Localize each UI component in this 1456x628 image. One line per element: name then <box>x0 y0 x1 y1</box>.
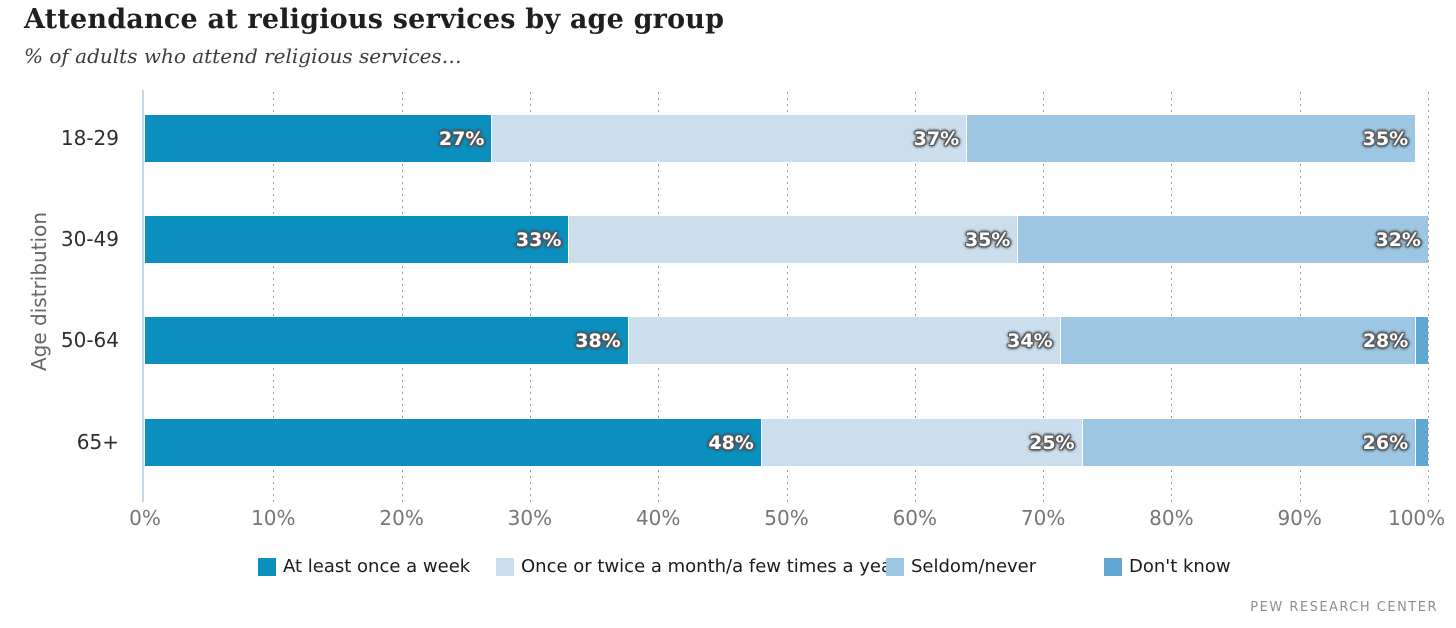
bar-value-label: 26% <box>1362 431 1409 454</box>
x-tick-label-30: 30% <box>507 506 553 530</box>
x-tick-label-60: 60% <box>892 506 938 530</box>
x-tick-label-90: 90% <box>1277 506 1322 530</box>
gridline-100 <box>1428 92 1429 502</box>
bar-value-label: 34% <box>1007 329 1053 352</box>
bar-row-18-29: 27% 37% 35% <box>145 115 1428 162</box>
bar-row-65+: 48% 25% 26% <box>145 419 1428 466</box>
bar-value-label: 32% <box>1375 228 1421 251</box>
category-label-65+: 65+ <box>76 430 119 454</box>
bar-value-label: 48% <box>708 431 754 454</box>
gridline-50 <box>786 92 788 502</box>
legend-item-3[interactable]: Seldom/never <box>886 556 1036 577</box>
category-label-30-49: 30-49 <box>60 227 119 251</box>
source-credit: PEW RESEARCH CENTER <box>1250 600 1438 615</box>
legend-swatch-icon <box>496 557 514 576</box>
legend-label: At least once a week <box>283 556 471 577</box>
bar-segment: 32% <box>1017 216 1428 263</box>
x-tick-label-50: 50% <box>764 506 809 530</box>
gridline-60 <box>914 92 916 502</box>
category-label-50-64: 50-64 <box>60 328 119 352</box>
gridline-10 <box>273 92 275 502</box>
bar-value-label: 38% <box>575 329 621 352</box>
bar-segment: 35% <box>568 216 1018 263</box>
legend-swatch-icon <box>886 557 904 576</box>
bar-segment: 27% <box>145 115 492 162</box>
plot-area: 27% 37% 35% 33% 35% 32% 38% 34% 28% 48% 25% 26% <box>142 90 1429 502</box>
bar-segment: 48% <box>145 419 761 466</box>
x-tick-label-10: 10% <box>251 506 296 530</box>
x-tick-label-40: 40% <box>635 506 681 530</box>
x-tick-label-80: 80% <box>1149 506 1194 530</box>
x-axis-tick-labels: 0% 10% 20% 30% 40% 50% 60% 70% 80% 90% 100% <box>129 506 1445 532</box>
legend-item-2[interactable]: Once or twice a month/a few times a year <box>496 556 899 577</box>
bar-segment: 35% <box>966 115 1416 162</box>
bar-segment <box>1415 317 1428 364</box>
gridline-40 <box>658 92 660 502</box>
x-tick-label-70: 70% <box>1020 506 1066 530</box>
gridline-20 <box>401 92 403 502</box>
category-axis-labels: 18-29 30-49 50-64 65+ <box>0 92 131 490</box>
x-tick-label-0: 0% <box>129 506 161 530</box>
bar-value-label: 35% <box>964 228 1011 251</box>
bar-value-label: 37% <box>913 127 960 150</box>
y-axis-line <box>142 90 144 502</box>
gridline-90 <box>1299 92 1301 502</box>
bar-value-label: 25% <box>1029 431 1075 454</box>
gridline-80 <box>1171 92 1173 502</box>
x-tick-label-20: 20% <box>379 506 424 530</box>
chart-title: Attendance at religious services by age … <box>24 4 725 35</box>
bar-value-label: 27% <box>438 127 485 150</box>
bar-segment: 26% <box>1081 419 1416 466</box>
bar-segment: 28% <box>1059 317 1416 364</box>
bar-segment: 38% <box>145 317 628 364</box>
legend-item-4[interactable]: Don't know <box>1104 556 1231 577</box>
bar-row-30-49: 33% 35% 32% <box>145 216 1428 263</box>
gridline-70 <box>1043 92 1045 502</box>
legend-swatch-icon <box>1104 557 1122 576</box>
bar-segment: 25% <box>760 419 1082 466</box>
legend-label: Once or twice a month/a few times a year <box>521 556 900 577</box>
bar-segment: 34% <box>627 317 1060 364</box>
bar-value-label: 28% <box>1362 329 1409 352</box>
legend-label: Seldom/never <box>911 556 1037 577</box>
x-tick-label-100: 100% <box>1387 506 1446 530</box>
gridline-30 <box>529 92 531 502</box>
bar-value-label: 35% <box>1362 127 1409 150</box>
bar-segment: 37% <box>491 115 967 162</box>
category-label-18-29: 18-29 <box>60 126 119 150</box>
bar-value-label: 33% <box>515 228 562 251</box>
legend-item-1[interactable]: At least once a week <box>258 556 470 577</box>
legend: At least once a week Once or twice a mont… <box>0 556 1456 582</box>
bar-segment: 33% <box>145 216 569 263</box>
chart-subtitle: % of adults who attend religious service… <box>24 44 462 68</box>
bar-segment <box>1415 419 1428 466</box>
legend-swatch-icon <box>258 557 276 576</box>
bar-row-50-64: 38% 34% 28% <box>145 317 1428 364</box>
legend-label: Don't know <box>1129 556 1231 577</box>
